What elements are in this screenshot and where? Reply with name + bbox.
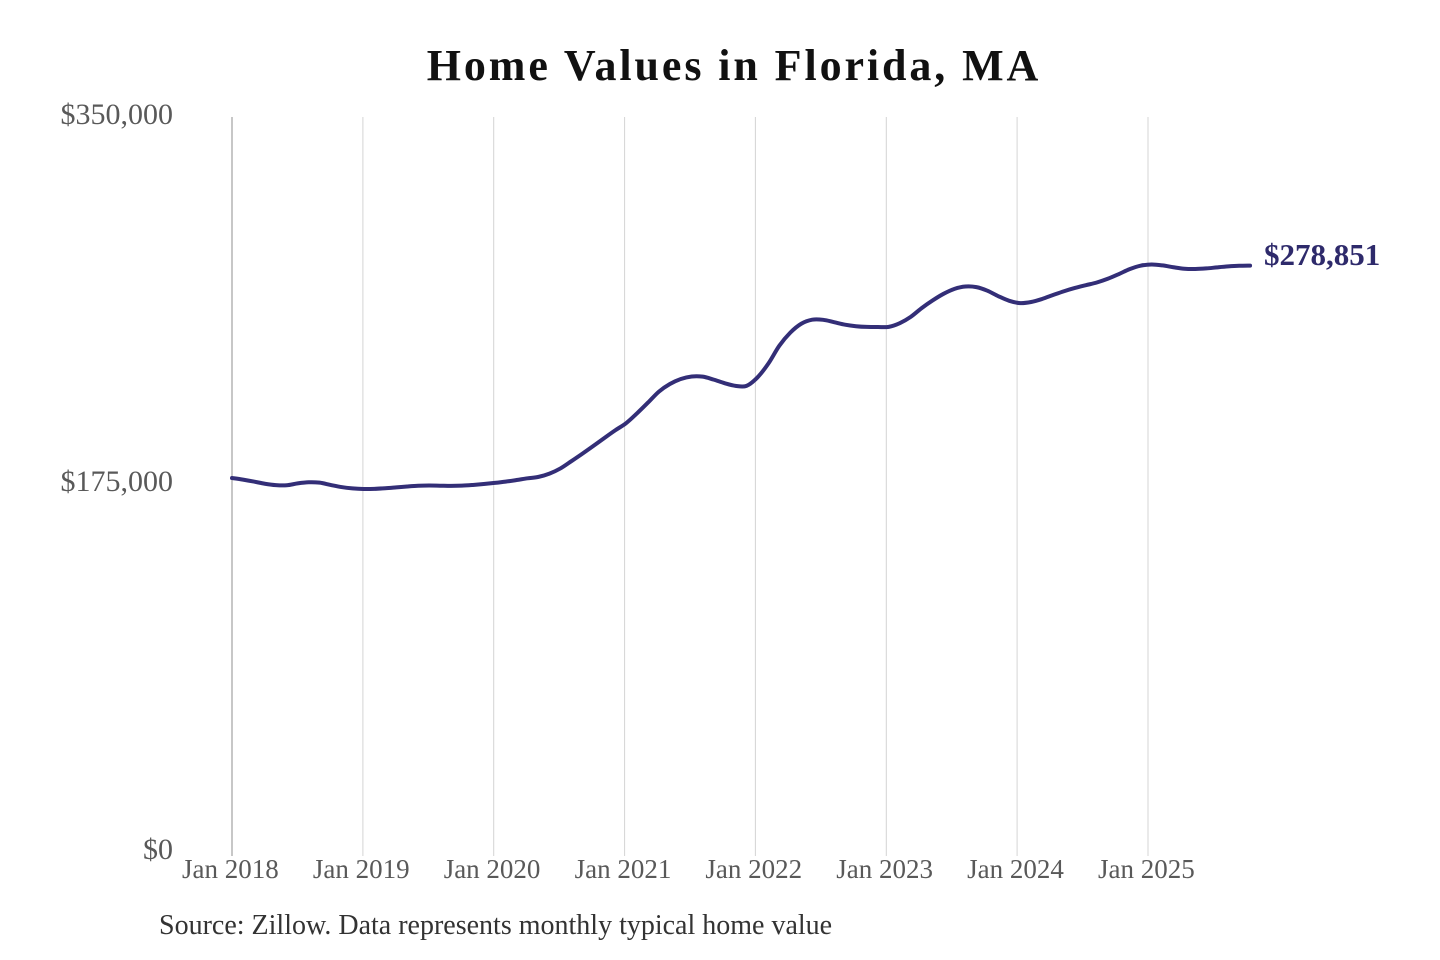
svg-text:$278,851: $278,851: [1264, 237, 1380, 272]
svg-text:Jan 2022: Jan 2022: [705, 854, 802, 884]
svg-text:Jan 2019: Jan 2019: [313, 854, 410, 884]
svg-text:Jan 2020: Jan 2020: [444, 854, 541, 884]
svg-text:Jan 2024: Jan 2024: [967, 854, 1064, 884]
svg-text:$175,000: $175,000: [61, 465, 174, 498]
svg-text:Jan 2018: Jan 2018: [182, 854, 279, 884]
svg-text:Jan 2021: Jan 2021: [575, 854, 672, 884]
svg-text:Jan 2023: Jan 2023: [836, 854, 933, 884]
svg-text:$0: $0: [143, 833, 173, 866]
svg-text:Jan 2025: Jan 2025: [1098, 854, 1195, 884]
svg-text:$350,000: $350,000: [61, 98, 174, 131]
